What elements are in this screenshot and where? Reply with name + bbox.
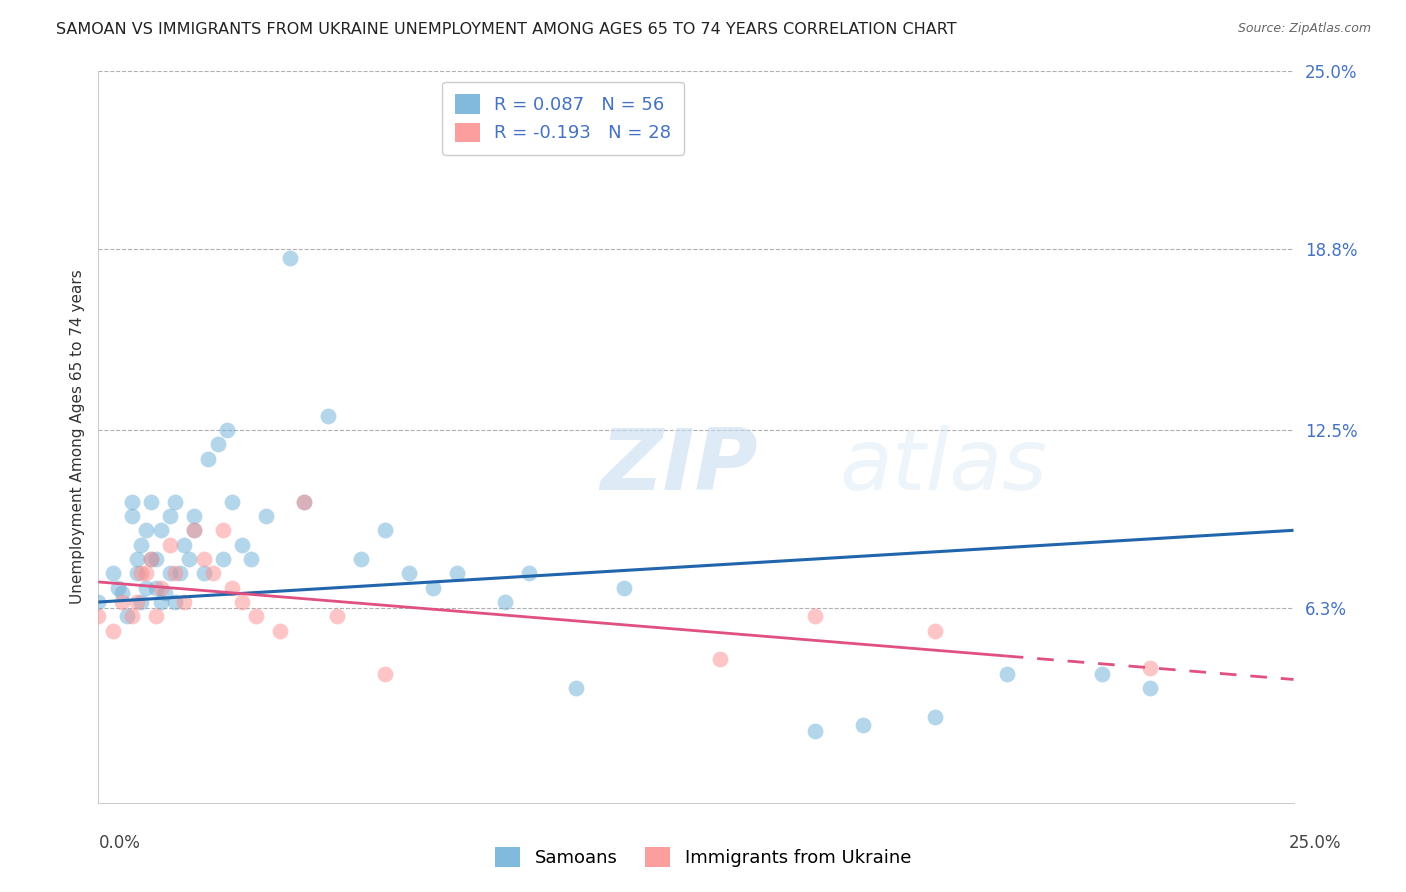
Point	[121, 494, 143, 508]
Point	[245, 609, 267, 624]
Point	[131, 595, 153, 609]
Point	[422, 581, 444, 595]
Point	[111, 595, 134, 609]
Point	[163, 494, 186, 508]
Point	[135, 566, 157, 581]
Point	[87, 595, 110, 609]
Point	[107, 581, 129, 595]
Point	[135, 581, 157, 595]
Point	[87, 609, 110, 624]
Point	[149, 595, 172, 609]
Point	[269, 624, 291, 638]
Point	[159, 508, 181, 523]
Text: 25.0%: 25.0%	[1288, 834, 1341, 852]
Point	[852, 718, 875, 732]
Point	[924, 624, 946, 638]
Text: 0.0%: 0.0%	[98, 834, 141, 852]
Point	[193, 566, 215, 581]
Point	[173, 538, 195, 552]
Point	[163, 595, 186, 609]
Point	[326, 609, 349, 624]
Point	[183, 524, 205, 538]
Point	[145, 581, 167, 595]
Point	[193, 552, 215, 566]
Point	[145, 552, 167, 566]
Point	[183, 508, 205, 523]
Point	[1139, 661, 1161, 675]
Text: ZIP: ZIP	[600, 425, 758, 508]
Point	[350, 552, 373, 566]
Point	[121, 609, 143, 624]
Point	[173, 595, 195, 609]
Point	[613, 581, 636, 595]
Point	[254, 508, 277, 523]
Point	[231, 538, 253, 552]
Point	[159, 538, 181, 552]
Text: SAMOAN VS IMMIGRANTS FROM UKRAINE UNEMPLOYMENT AMONG AGES 65 TO 74 YEARS CORRELA: SAMOAN VS IMMIGRANTS FROM UKRAINE UNEMPL…	[56, 22, 957, 37]
Legend: R = 0.087   N = 56, R = -0.193   N = 28: R = 0.087 N = 56, R = -0.193 N = 28	[441, 82, 685, 155]
Point	[292, 494, 315, 508]
Legend: Samoans, Immigrants from Ukraine: Samoans, Immigrants from Ukraine	[488, 839, 918, 874]
Text: Source: ZipAtlas.com: Source: ZipAtlas.com	[1237, 22, 1371, 36]
Point	[145, 609, 167, 624]
Point	[517, 566, 540, 581]
Point	[179, 552, 201, 566]
Point	[804, 724, 827, 739]
Point	[125, 566, 148, 581]
Point	[374, 524, 396, 538]
Point	[211, 552, 233, 566]
Point	[240, 552, 263, 566]
Point	[131, 566, 153, 581]
Point	[217, 423, 239, 437]
Point	[163, 566, 186, 581]
Point	[101, 624, 124, 638]
Point	[149, 581, 172, 595]
Point	[565, 681, 588, 695]
Point	[139, 494, 162, 508]
Point	[115, 609, 138, 624]
Point	[159, 566, 181, 581]
Point	[804, 609, 827, 624]
Point	[101, 566, 124, 581]
Point	[197, 451, 219, 466]
Point	[292, 494, 315, 508]
Point	[125, 552, 148, 566]
Text: atlas: atlas	[839, 425, 1047, 508]
Point	[121, 508, 143, 523]
Y-axis label: Unemployment Among Ages 65 to 74 years: Unemployment Among Ages 65 to 74 years	[69, 269, 84, 605]
Point	[316, 409, 339, 423]
Point	[155, 586, 177, 600]
Point	[125, 595, 148, 609]
Point	[135, 524, 157, 538]
Point	[207, 437, 229, 451]
Point	[231, 595, 253, 609]
Point	[183, 524, 205, 538]
Point	[995, 666, 1018, 681]
Point	[169, 566, 191, 581]
Point	[924, 710, 946, 724]
Point	[494, 595, 516, 609]
Point	[374, 666, 396, 681]
Point	[1091, 666, 1114, 681]
Point	[131, 538, 153, 552]
Point	[221, 494, 243, 508]
Point	[111, 586, 134, 600]
Point	[446, 566, 468, 581]
Point	[139, 552, 162, 566]
Point	[278, 251, 301, 265]
Point	[139, 552, 162, 566]
Point	[1139, 681, 1161, 695]
Point	[221, 581, 243, 595]
Point	[398, 566, 420, 581]
Point	[211, 524, 233, 538]
Point	[202, 566, 225, 581]
Point	[709, 652, 731, 666]
Point	[149, 524, 172, 538]
